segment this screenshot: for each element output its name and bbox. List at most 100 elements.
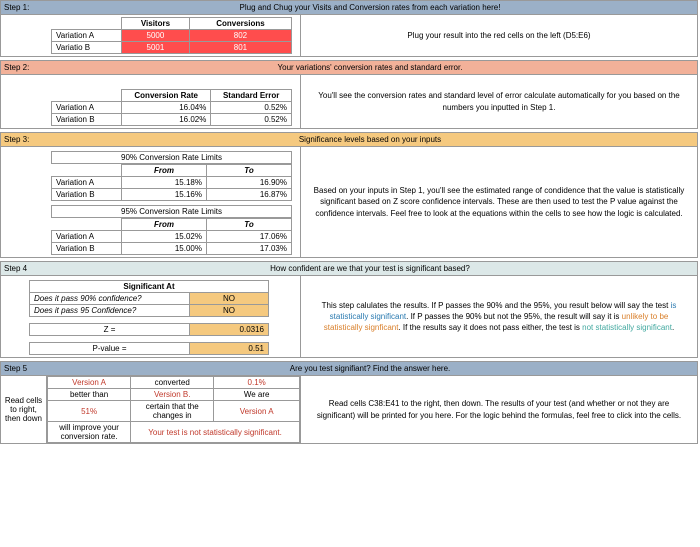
- step3-table90: FromTo Variation A15.18%16.90% Variation…: [51, 164, 292, 201]
- step5-section: Step 5 Are you test signifiant? Find the…: [0, 361, 698, 444]
- a95: NO: [190, 305, 269, 317]
- cell-cr-a: 16.04%: [122, 102, 211, 114]
- r2: . If P passes the 90% but not the 95%, t…: [406, 312, 622, 321]
- cell-se-a: 0.52%: [211, 102, 292, 114]
- step5-left: Read cells to right, then down Version A…: [1, 376, 301, 443]
- step2-left: Conversion RateStandard Error Variation …: [1, 75, 301, 128]
- step1-section: Step 1: Plug and Chug your Visits and Co…: [0, 0, 698, 57]
- c2a: better than: [48, 389, 131, 401]
- step1-table: VisitorsConversions Variation A5000802 V…: [51, 17, 292, 54]
- p-val: 0.51: [190, 343, 269, 355]
- step5-header: Step 5 Are you test signifiant? Find the…: [0, 361, 698, 376]
- ll3: then down: [3, 414, 44, 423]
- c3c: Version A: [214, 401, 300, 422]
- read-cells-label: Read cells to right, then down: [1, 376, 47, 443]
- c4a: will improve your conversion rate.: [48, 422, 131, 443]
- b90t: 16.87%: [207, 189, 292, 201]
- c1a: Version A: [48, 377, 131, 389]
- step2-right: You'll see the conversion rates and stan…: [301, 75, 697, 128]
- step2-title: Your variations' conversion rates and st…: [43, 61, 697, 74]
- step2-section: Step 2: Your variations' conversion rate…: [0, 60, 698, 129]
- step4-title: How confident are we that your test is s…: [43, 262, 697, 275]
- step3-right: Based on your inputs in Step 1, you'll s…: [301, 147, 697, 257]
- col-std-err: Standard Error: [211, 90, 292, 102]
- step3-label: Step 3:: [1, 133, 43, 146]
- title-95: 95% Conversion Rate Limits: [51, 205, 292, 218]
- step2-table: Conversion RateStandard Error Variation …: [51, 89, 292, 126]
- z-table: Z =0.0316: [29, 323, 269, 336]
- row-var-b: Variatio B: [52, 42, 122, 54]
- a90f: 15.18%: [122, 177, 207, 189]
- step3-content: 90% Conversion Rate Limits FromTo Variat…: [0, 147, 698, 258]
- c2b: Version B.: [131, 389, 214, 401]
- cell-conversions-a[interactable]: 802: [189, 30, 291, 42]
- step4-sig-table: Significant At Does it pass 90% confiden…: [29, 280, 269, 317]
- a90: NO: [190, 293, 269, 305]
- row-a: Variation A: [52, 231, 122, 243]
- step4-content: Significant At Does it pass 90% confiden…: [0, 276, 698, 358]
- step4-right: This step calulates the results. If P pa…: [301, 276, 697, 357]
- r3: . If the results say it does not pass ei…: [398, 323, 582, 332]
- row-b: Variation B: [52, 189, 122, 201]
- row-var-a: Variation A: [52, 102, 122, 114]
- col-conversions: Conversions: [189, 18, 291, 30]
- step3-left: 90% Conversion Rate Limits FromTo Variat…: [1, 147, 301, 257]
- row-var-a: Variation A: [52, 30, 122, 42]
- q95: Does it pass 95 Confidence?: [30, 305, 190, 317]
- title-90: 90% Conversion Rate Limits: [51, 151, 292, 164]
- c3a: 51%: [48, 401, 131, 422]
- a95f: 15.02%: [122, 231, 207, 243]
- row-a: Variation A: [52, 177, 122, 189]
- ll2: to right,: [3, 405, 44, 414]
- r1: This step calulates the results. If P pa…: [322, 301, 671, 310]
- step1-header: Step 1: Plug and Chug your Visits and Co…: [0, 0, 698, 15]
- col-from: From: [122, 165, 207, 177]
- row-b: Variation B: [52, 243, 122, 255]
- col-from: From: [122, 219, 207, 231]
- step5-title: Are you test signifiant? Find the answer…: [43, 362, 697, 375]
- step1-title: Plug and Chug your Visits and Conversion…: [43, 1, 697, 14]
- step3-section: Step 3: Significance levels based on you…: [0, 132, 698, 258]
- cell-visitors-a[interactable]: 5000: [122, 30, 190, 42]
- r4: .: [672, 323, 674, 332]
- step1-content: VisitorsConversions Variation A5000802 V…: [0, 15, 698, 57]
- step3-table95: FromTo Variation A15.02%17.06% Variation…: [51, 218, 292, 255]
- sig-at: Significant At: [30, 281, 269, 293]
- step5-right: Read cells C38:E41 to the right, then do…: [301, 376, 697, 443]
- step1-left: VisitorsConversions Variation A5000802 V…: [1, 15, 301, 56]
- step3-header: Step 3: Significance levels based on you…: [0, 132, 698, 147]
- cell-visitors-b[interactable]: 5001: [122, 42, 190, 54]
- step1-label: Step 1:: [1, 1, 43, 14]
- cell-cr-b: 16.02%: [122, 114, 211, 126]
- cell-conversions-b[interactable]: 801: [189, 42, 291, 54]
- step4-section: Step 4 How confident are we that your te…: [0, 261, 698, 358]
- step2-header: Step 2: Your variations' conversion rate…: [0, 60, 698, 75]
- b90f: 15.16%: [122, 189, 207, 201]
- col-to: To: [207, 219, 292, 231]
- step3-title: Significance levels based on your inputs: [43, 133, 697, 146]
- b95t: 17.03%: [207, 243, 292, 255]
- c1b: converted: [131, 377, 214, 389]
- c1c: 0.1%: [214, 377, 300, 389]
- step4-header: Step 4 How confident are we that your te…: [0, 261, 698, 276]
- step2-label: Step 2:: [1, 61, 43, 74]
- row-var-b: Variation B: [52, 114, 122, 126]
- cell-se-b: 0.52%: [211, 114, 292, 126]
- q90: Does it pass 90% confidence?: [30, 293, 190, 305]
- step5-label: Step 5: [1, 362, 43, 375]
- step2-content: Conversion RateStandard Error Variation …: [0, 75, 698, 129]
- a90t: 16.90%: [207, 177, 292, 189]
- p-table: P-value =0.51: [29, 342, 269, 355]
- col-to: To: [207, 165, 292, 177]
- step1-right: Plug your result into the red cells on t…: [301, 15, 697, 56]
- col-conv-rate: Conversion Rate: [122, 90, 211, 102]
- step5-content: Read cells to right, then down Version A…: [0, 376, 698, 444]
- ll1: Read cells: [3, 396, 44, 405]
- z-val: 0.0316: [190, 324, 269, 336]
- r3b: not statistically significant: [582, 323, 672, 332]
- col-visitors: Visitors: [122, 18, 190, 30]
- c4b: Your test is not statistically significa…: [131, 422, 300, 443]
- step5-table: Version A converted 0.1% better than Ver…: [47, 376, 300, 443]
- a95t: 17.06%: [207, 231, 292, 243]
- b95f: 15.00%: [122, 243, 207, 255]
